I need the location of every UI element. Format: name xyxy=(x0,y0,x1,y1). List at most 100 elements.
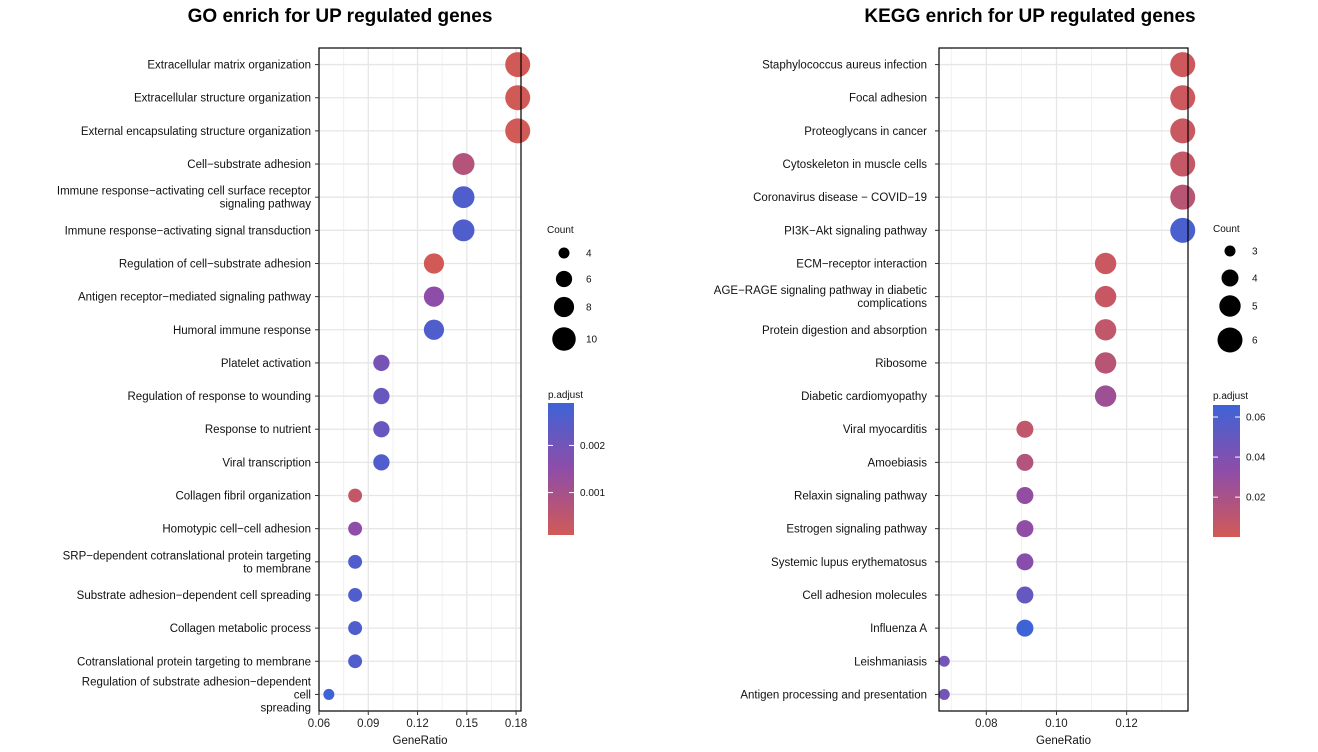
data-point xyxy=(938,688,950,700)
category-label: SRP−dependent cotranslational protein ta… xyxy=(63,550,311,562)
color-legend-label: 0.02 xyxy=(1246,493,1266,504)
category-label: Amoebiasis xyxy=(868,457,928,469)
plot-frame xyxy=(938,47,1189,712)
x-tick-label: 0.12 xyxy=(406,718,428,730)
data-point xyxy=(373,354,390,372)
color-legend-label: 0.04 xyxy=(1246,453,1266,464)
size-legend-label: 10 xyxy=(586,335,598,346)
data-point xyxy=(1016,619,1034,637)
color-legend-label: 0.001 xyxy=(580,488,605,499)
category-label: Regulation of substrate adhesion−depende… xyxy=(82,676,312,688)
category-label: External encapsulating structure organiz… xyxy=(81,126,311,138)
x-tick-label: 0.06 xyxy=(308,718,330,730)
color-legend-label: 0.06 xyxy=(1246,413,1266,424)
data-point xyxy=(938,655,950,667)
category-label: Cotranslational protein targeting to mem… xyxy=(77,656,311,668)
data-point xyxy=(505,118,531,144)
category-label: Viral transcription xyxy=(222,457,311,469)
category-label: Antigen receptor−mediated signaling path… xyxy=(78,292,311,304)
chart-title: KEGG enrich for UP regulated genes xyxy=(864,6,1195,27)
kegg-enrichment-panel: KEGG enrich for UP regulated genes Staphy… xyxy=(714,6,1266,747)
x-axis-label: GeneRatio xyxy=(1036,735,1091,747)
category-label: signaling pathway xyxy=(220,199,312,211)
data-point xyxy=(373,421,390,438)
data-point xyxy=(505,52,531,78)
data-point xyxy=(348,588,363,602)
size-legend-key xyxy=(553,296,575,318)
data-point xyxy=(423,319,445,340)
data-point xyxy=(1170,85,1196,111)
category-label: Focal adhesion xyxy=(849,93,927,105)
data-point xyxy=(1170,52,1196,78)
category-label: to membrane xyxy=(243,563,311,575)
x-tick-label: 0.12 xyxy=(1115,718,1137,730)
go-enrichment-panel: GO enrich for UP regulated genes Extracel… xyxy=(57,6,606,747)
data-point xyxy=(1094,352,1117,374)
category-label: Staphylococcus aureus infection xyxy=(762,60,927,72)
category-label: Homotypic cell−cell adhesion xyxy=(162,524,311,536)
category-label: Estrogen signaling pathway xyxy=(786,524,927,536)
size-legend-title: Count xyxy=(547,225,574,236)
data-point xyxy=(1016,586,1034,604)
data-point xyxy=(1016,487,1034,505)
category-label: Extracellular matrix organization xyxy=(147,60,311,72)
category-label: Influenza A xyxy=(870,623,927,635)
data-point xyxy=(1170,184,1196,210)
data-point xyxy=(373,454,390,471)
size-legend-key xyxy=(1224,245,1236,257)
data-point xyxy=(1170,118,1196,144)
category-label: Regulation of cell−substrate adhesion xyxy=(119,258,311,270)
x-tick-label: 0.08 xyxy=(975,718,997,730)
data-point xyxy=(348,621,363,636)
size-legend-key xyxy=(552,327,576,351)
data-point xyxy=(1016,553,1034,571)
size-legend-key xyxy=(1219,295,1241,317)
category-label: Immune response−activating signal transd… xyxy=(65,225,311,237)
category-label: Cell adhesion molecules xyxy=(802,590,927,602)
color-legend-bar xyxy=(1213,405,1240,537)
category-label: Response to nutrient xyxy=(205,424,312,436)
size-legend-label: 3 xyxy=(1252,247,1258,258)
data-point xyxy=(1170,151,1196,177)
category-label: Humoral immune response xyxy=(173,325,311,337)
data-point xyxy=(1170,217,1196,243)
category-label: complications xyxy=(857,298,927,310)
color-legend-bar xyxy=(548,403,574,535)
x-tick-label: 0.09 xyxy=(357,718,379,730)
category-label: Proteoglycans in cancer xyxy=(804,126,927,138)
size-legend-label: 4 xyxy=(1252,274,1258,285)
data-point xyxy=(373,387,390,405)
size-legend-label: 5 xyxy=(1252,302,1258,313)
color-legend-label: 0.002 xyxy=(580,441,605,452)
category-label: Relaxin signaling pathway xyxy=(794,491,927,503)
data-point xyxy=(452,186,475,209)
size-legend-label: 4 xyxy=(586,249,592,260)
category-label: Regulation of response to wounding xyxy=(128,391,312,403)
x-tick-label: 0.10 xyxy=(1045,718,1067,730)
size-legend-label: 8 xyxy=(586,303,592,314)
color-legend-title: p.adjust xyxy=(548,390,583,401)
category-label: Viral myocarditis xyxy=(843,424,927,436)
category-label: Substrate adhesion−dependent cell spread… xyxy=(77,590,311,602)
data-point xyxy=(348,521,363,536)
data-point xyxy=(452,219,475,242)
x-tick-label: 0.15 xyxy=(456,718,478,730)
size-legend-key xyxy=(558,247,570,259)
x-tick-label: 0.18 xyxy=(505,718,527,730)
size-legend-key xyxy=(1217,327,1243,353)
category-label: Leishmaniasis xyxy=(854,656,927,668)
category-label: spreading xyxy=(260,702,311,714)
color-legend-title: p.adjust xyxy=(1213,391,1248,402)
data-point xyxy=(1016,420,1034,438)
data-point xyxy=(423,286,445,307)
data-point xyxy=(1016,453,1034,471)
category-label: PI3K−Akt signaling pathway xyxy=(784,225,927,237)
size-legend-label: 6 xyxy=(586,275,592,286)
data-point xyxy=(452,153,475,175)
category-label: Protein digestion and absorption xyxy=(762,325,927,337)
size-legend-key xyxy=(555,270,573,288)
chart-title: GO enrich for UP regulated genes xyxy=(188,6,493,27)
data-point xyxy=(1094,252,1117,275)
x-axis-label: GeneRatio xyxy=(393,735,448,747)
